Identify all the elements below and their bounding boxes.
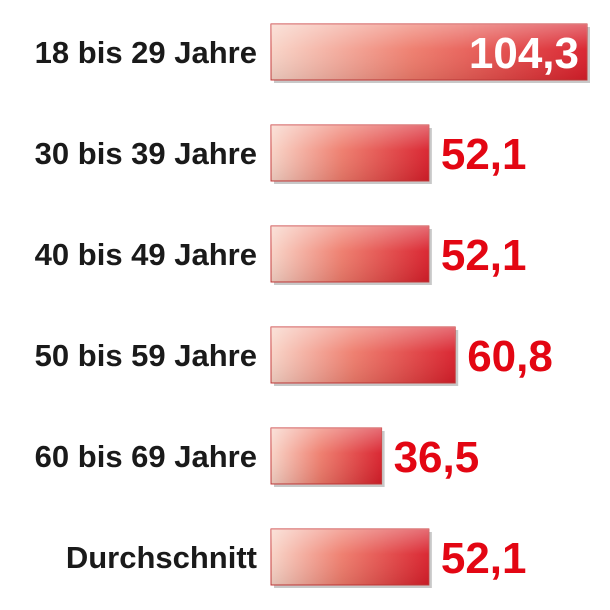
value-label: 52,1 [441, 534, 527, 583]
value-label: 60,8 [467, 332, 553, 381]
bar-highlight [271, 529, 429, 585]
value-label: 104,3 [469, 29, 579, 78]
value-label: 52,1 [441, 130, 527, 179]
category-label: 30 bis 39 Jahre [35, 136, 257, 171]
category-label: 60 bis 69 Jahre [35, 439, 257, 474]
bar-highlight [271, 24, 587, 80]
bars-layer: 18 bis 29 Jahre 104,3 30 bis 39 Jahre 52,1 4… [35, 23, 590, 588]
value-label: 36,5 [394, 433, 480, 482]
category-label: 50 bis 59 Jahre [35, 338, 257, 373]
bar-highlight [271, 125, 429, 181]
value-label: 52,1 [441, 231, 527, 280]
category-label: 40 bis 49 Jahre [35, 237, 257, 272]
bar-highlight [271, 327, 456, 383]
bar-highlight [271, 226, 429, 282]
category-label: 18 bis 29 Jahre [35, 35, 257, 70]
category-label: Durchschnitt [66, 540, 257, 575]
bar-highlight [271, 428, 382, 484]
